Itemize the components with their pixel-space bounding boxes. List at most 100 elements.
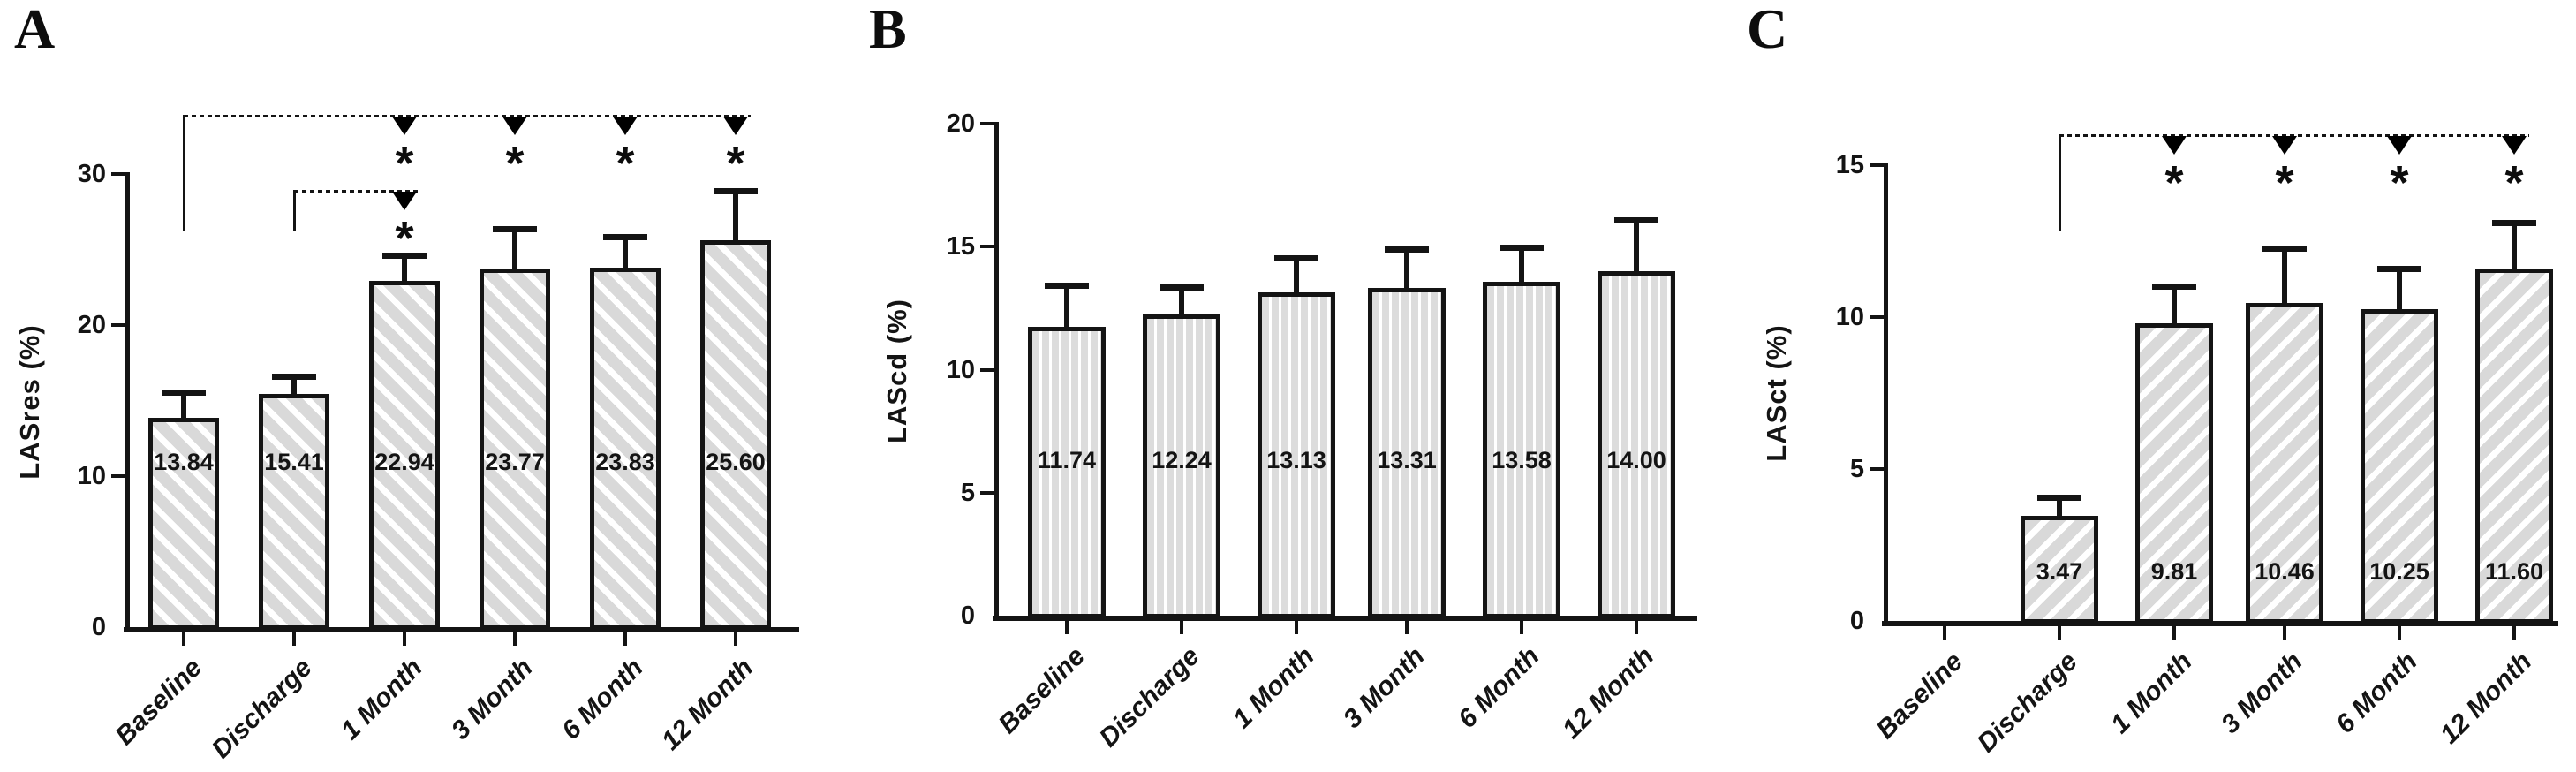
down-triangle-icon bbox=[2272, 136, 2297, 155]
x-tick bbox=[1180, 621, 1183, 634]
down-triangle-icon bbox=[2162, 136, 2187, 155]
bar-6-month bbox=[2361, 309, 2438, 624]
significance-asterisk: * bbox=[726, 137, 745, 190]
x-tick bbox=[403, 632, 406, 646]
bar-value-label: 13.13 bbox=[1266, 447, 1326, 473]
error-bar-cap bbox=[2152, 284, 2196, 291]
y-axis-title: LASct (%) bbox=[1761, 324, 1792, 462]
panel-letter-b: B bbox=[869, 0, 907, 60]
bar-1-month bbox=[369, 280, 440, 630]
error-bar-cap bbox=[1160, 284, 1204, 291]
x-axis-line bbox=[1882, 621, 2558, 626]
error-bar-cap bbox=[162, 390, 206, 397]
y-axis-line bbox=[125, 172, 130, 629]
error-bar-cap bbox=[1385, 246, 1429, 253]
error-bar-stem bbox=[623, 237, 628, 271]
error-bar-stem bbox=[2057, 496, 2062, 519]
x-tick-label-1-month: 1 Month bbox=[1227, 641, 1320, 734]
significance-bracket-line bbox=[2059, 134, 2529, 137]
significance-asterisk: * bbox=[395, 212, 414, 265]
error-bar-stem bbox=[291, 375, 297, 398]
x-tick bbox=[2058, 626, 2061, 640]
error-bar-cap bbox=[382, 252, 427, 259]
error-bar-stem bbox=[1404, 248, 1409, 292]
y-tick-label: 30 bbox=[77, 160, 106, 188]
error-bar-stem bbox=[181, 392, 186, 422]
x-tick-label-baseline: Baseline bbox=[1870, 647, 1968, 745]
y-tick-label: 0 bbox=[960, 602, 975, 630]
y-tick-label: 0 bbox=[91, 613, 106, 641]
bar-baseline bbox=[1028, 327, 1106, 618]
bar-12-month bbox=[1598, 271, 1675, 618]
significance-bracket-drop-line bbox=[2059, 134, 2061, 231]
bar-value-label: 23.83 bbox=[595, 449, 655, 475]
significance-bracket-line bbox=[184, 115, 751, 117]
bar-12-month bbox=[700, 240, 771, 630]
down-triangle-icon bbox=[2387, 136, 2412, 155]
y-tick-label: 15 bbox=[1835, 151, 1864, 179]
y-tick bbox=[980, 490, 995, 495]
x-tick-label-1-month: 1 Month bbox=[2104, 647, 2198, 739]
error-bar-cap bbox=[2037, 494, 2081, 501]
error-bar-cap bbox=[714, 187, 758, 194]
y-tick bbox=[980, 367, 995, 372]
error-bar-stem bbox=[1064, 284, 1069, 331]
error-bar-cap bbox=[493, 226, 537, 233]
error-bar-cap bbox=[2492, 220, 2536, 227]
x-tick-label-12-month: 12 Month bbox=[656, 653, 759, 756]
bar-6-month bbox=[590, 267, 661, 630]
significance-asterisk: * bbox=[395, 137, 414, 190]
x-tick-label-discharge: Discharge bbox=[1971, 647, 2083, 759]
error-bar-stem bbox=[512, 229, 517, 272]
y-tick bbox=[1870, 163, 1885, 167]
x-tick bbox=[182, 632, 185, 646]
x-tick-label-12-month: 12 Month bbox=[1557, 641, 1660, 745]
y-axis-line bbox=[1884, 163, 1888, 623]
y-tick-label: 20 bbox=[946, 110, 975, 138]
x-tick-label-6-month: 6 Month bbox=[2330, 647, 2423, 739]
bar-baseline bbox=[148, 418, 219, 630]
bar-value-label: 13.31 bbox=[1377, 447, 1437, 473]
y-tick-label: 20 bbox=[77, 311, 106, 339]
error-bar-cap bbox=[2262, 246, 2307, 253]
x-tick-label-baseline: Baseline bbox=[110, 653, 208, 751]
y-tick-label: 15 bbox=[946, 232, 975, 261]
bar-value-label: 23.77 bbox=[485, 449, 545, 475]
x-tick bbox=[1065, 621, 1069, 634]
down-triangle-icon bbox=[392, 192, 417, 210]
bar-12-month bbox=[2475, 268, 2553, 624]
error-bar-cap bbox=[2377, 265, 2421, 272]
error-bar-stem bbox=[733, 190, 738, 245]
down-triangle-icon bbox=[723, 117, 748, 135]
down-triangle-icon bbox=[502, 117, 527, 135]
bar-3-month bbox=[2246, 303, 2323, 624]
y-tick bbox=[980, 122, 995, 125]
down-triangle-icon bbox=[392, 117, 417, 135]
x-tick-label-6-month: 6 Month bbox=[555, 653, 649, 746]
significance-asterisk: * bbox=[2390, 156, 2409, 209]
error-bar-stem bbox=[2397, 268, 2402, 314]
x-tick-label-3-month: 3 Month bbox=[2215, 647, 2308, 739]
x-tick-label-6-month: 6 Month bbox=[1452, 641, 1545, 734]
x-tick bbox=[623, 632, 627, 646]
y-tick-label: 5 bbox=[1849, 455, 1864, 483]
x-tick bbox=[2512, 626, 2516, 640]
bar-1-month bbox=[2135, 322, 2213, 624]
error-bar-stem bbox=[402, 254, 407, 284]
significance-asterisk: * bbox=[2504, 156, 2524, 209]
bar-value-label: 11.60 bbox=[2484, 558, 2544, 585]
x-tick-label-3-month: 3 Month bbox=[445, 653, 539, 746]
x-tick-label-3-month: 3 Month bbox=[1337, 641, 1431, 734]
x-tick bbox=[2172, 626, 2176, 640]
x-tick bbox=[734, 632, 737, 646]
x-tick bbox=[2398, 626, 2401, 640]
error-bar-stem bbox=[2512, 223, 2517, 272]
bar-value-label: 13.84 bbox=[154, 449, 214, 475]
x-tick-label-discharge: Discharge bbox=[1093, 641, 1205, 753]
down-triangle-icon bbox=[2502, 136, 2527, 155]
y-axis-line bbox=[994, 122, 999, 617]
x-tick bbox=[292, 632, 296, 646]
bar-value-label: 15.41 bbox=[264, 449, 324, 475]
y-tick bbox=[1870, 315, 1885, 319]
